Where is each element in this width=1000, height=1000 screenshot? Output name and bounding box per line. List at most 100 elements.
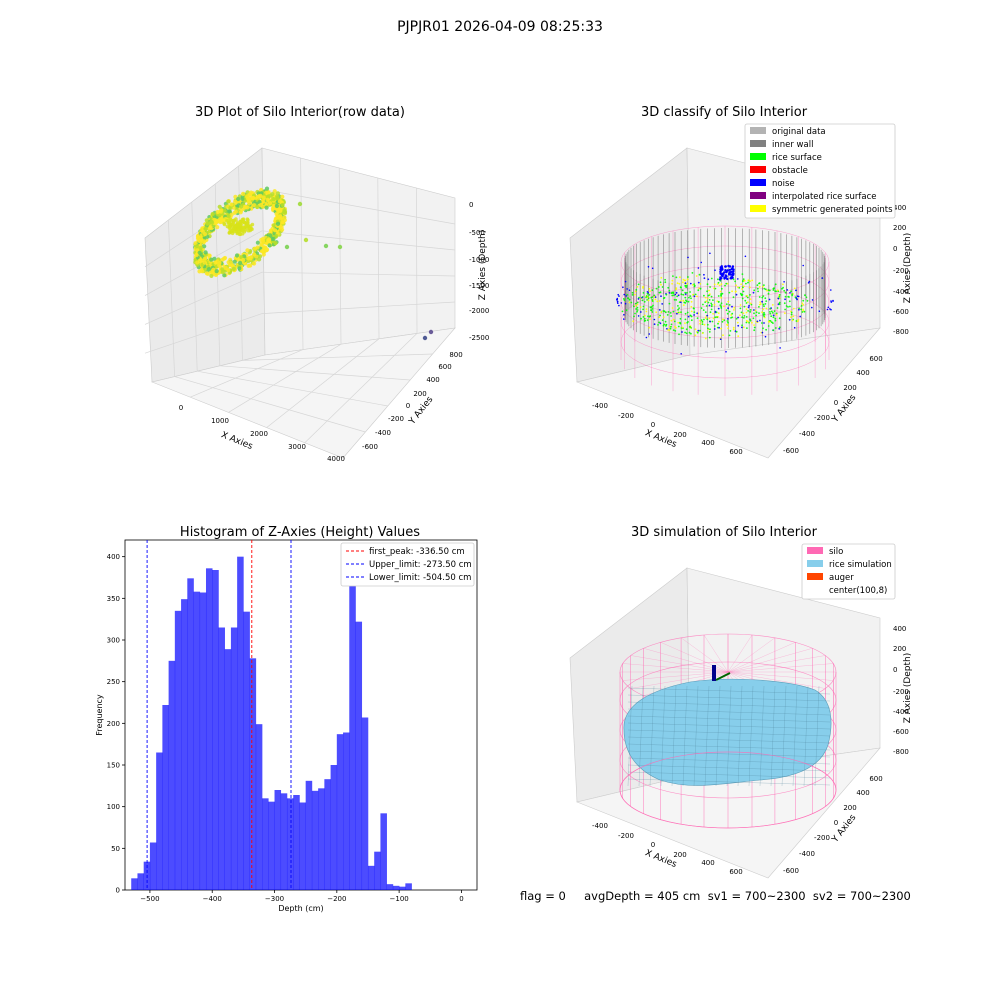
classify-point: [750, 321, 753, 324]
classify-point: [700, 307, 703, 310]
classify-point: [753, 289, 756, 292]
hist-xlabel: Depth (cm): [278, 904, 323, 913]
classify-point: [778, 327, 781, 330]
hist-bar: [205, 568, 213, 890]
classify-noise-point: [618, 295, 620, 297]
sim-rice-surface: [623, 678, 832, 787]
classify-point: [720, 302, 723, 305]
classify-x-tick: -200: [618, 412, 634, 420]
hist-bar: [305, 780, 313, 890]
classify-point: [698, 273, 701, 276]
classify-point: [777, 289, 779, 292]
classify-point: [802, 308, 804, 311]
classify-noise-point: [724, 265, 727, 268]
sim-x-tick: -200: [618, 832, 634, 840]
hist-y-tick: 100: [107, 803, 120, 811]
classify-point: [690, 305, 693, 308]
classify-point: [749, 311, 752, 313]
classify-noise-point: [616, 301, 619, 303]
classify-point: [665, 325, 667, 327]
classify-point: [741, 273, 744, 275]
classify-point: [722, 334, 724, 337]
raw-x-tick: 3000: [288, 443, 306, 451]
raw-point: [217, 260, 222, 265]
raw-y-tick: -200: [388, 415, 404, 423]
classify-point: [741, 324, 743, 327]
raw-point: [241, 219, 246, 223]
classify-point: [706, 314, 709, 317]
classify-point: [693, 283, 696, 285]
classify-point: [643, 300, 646, 303]
raw-point: [228, 260, 233, 265]
classify-point: [758, 306, 760, 308]
classify-point: [659, 314, 661, 317]
classify-point: [745, 282, 747, 285]
sim-legend: silo rice simulation auger center(100,8): [801, 543, 896, 600]
raw-point: [230, 228, 234, 232]
raw-point: [241, 258, 246, 263]
classify-noise-point: [726, 277, 729, 281]
classify-point: [679, 322, 682, 325]
classify-noise-point: [830, 289, 832, 291]
classify-point: [741, 288, 743, 290]
raw-point: [207, 253, 212, 258]
classify-point: [642, 308, 644, 311]
sim-wire-spoke: [727, 663, 834, 673]
classify-point: [775, 290, 777, 293]
raw-point: [272, 223, 277, 228]
classify-point: [707, 327, 709, 330]
classify-point: [688, 296, 690, 299]
raw-x-tick: 2000: [250, 430, 268, 438]
classify-point: [673, 294, 675, 297]
classify-point: [763, 322, 765, 324]
sim-mesh-line: [627, 708, 831, 716]
raw-point: [252, 261, 257, 266]
hist-bar: [156, 752, 163, 890]
hist-bar: [255, 724, 263, 890]
classify-point: [749, 280, 751, 283]
classify-point: [641, 299, 644, 302]
hist-y-tick: 200: [107, 720, 120, 728]
raw-point: [221, 256, 227, 261]
classify-point: [800, 308, 802, 311]
classify-point: [767, 292, 770, 295]
classify-noise-point: [624, 302, 627, 305]
sim-zlabel: Z Axies (Depth): [903, 653, 913, 724]
raw-y-tick: 400: [426, 376, 439, 384]
classify-point: [670, 325, 672, 328]
classify-point: [796, 320, 799, 323]
classify-noise-point: [720, 265, 723, 268]
classify-point: [802, 299, 805, 302]
sim-auger-blade: [715, 672, 731, 681]
raw-point: [198, 245, 203, 250]
classify-point: [697, 281, 700, 284]
classify-point: [676, 282, 679, 285]
classify-noise-point: [723, 271, 726, 274]
classify-point: [684, 282, 687, 285]
classify-point: [803, 310, 806, 313]
classify-point: [724, 284, 726, 287]
hist-bar: [343, 732, 350, 890]
classify-point: [660, 276, 663, 279]
classify-noise-point: [730, 277, 733, 280]
classify-point: [732, 328, 735, 331]
classify-point: [680, 311, 682, 313]
classify-point: [761, 296, 764, 299]
classify-point: [788, 296, 790, 298]
classify-point: [749, 318, 751, 321]
classify-point: [784, 295, 787, 298]
sim-legend-label: center(100,8): [829, 586, 887, 596]
classify-point: [699, 322, 701, 325]
classify-point: [784, 298, 786, 301]
classify-point: [709, 286, 711, 288]
classify-point: [648, 287, 651, 290]
classify-point: [697, 329, 700, 332]
raw-point: [202, 256, 207, 261]
classify-point: [761, 311, 763, 314]
classify-point: [758, 312, 760, 314]
classify-noise-point: [737, 278, 739, 280]
sim-wire-spoke: [727, 648, 813, 673]
classify-point: [669, 312, 672, 314]
classify-point: [642, 316, 645, 318]
classify-point: [632, 305, 635, 308]
